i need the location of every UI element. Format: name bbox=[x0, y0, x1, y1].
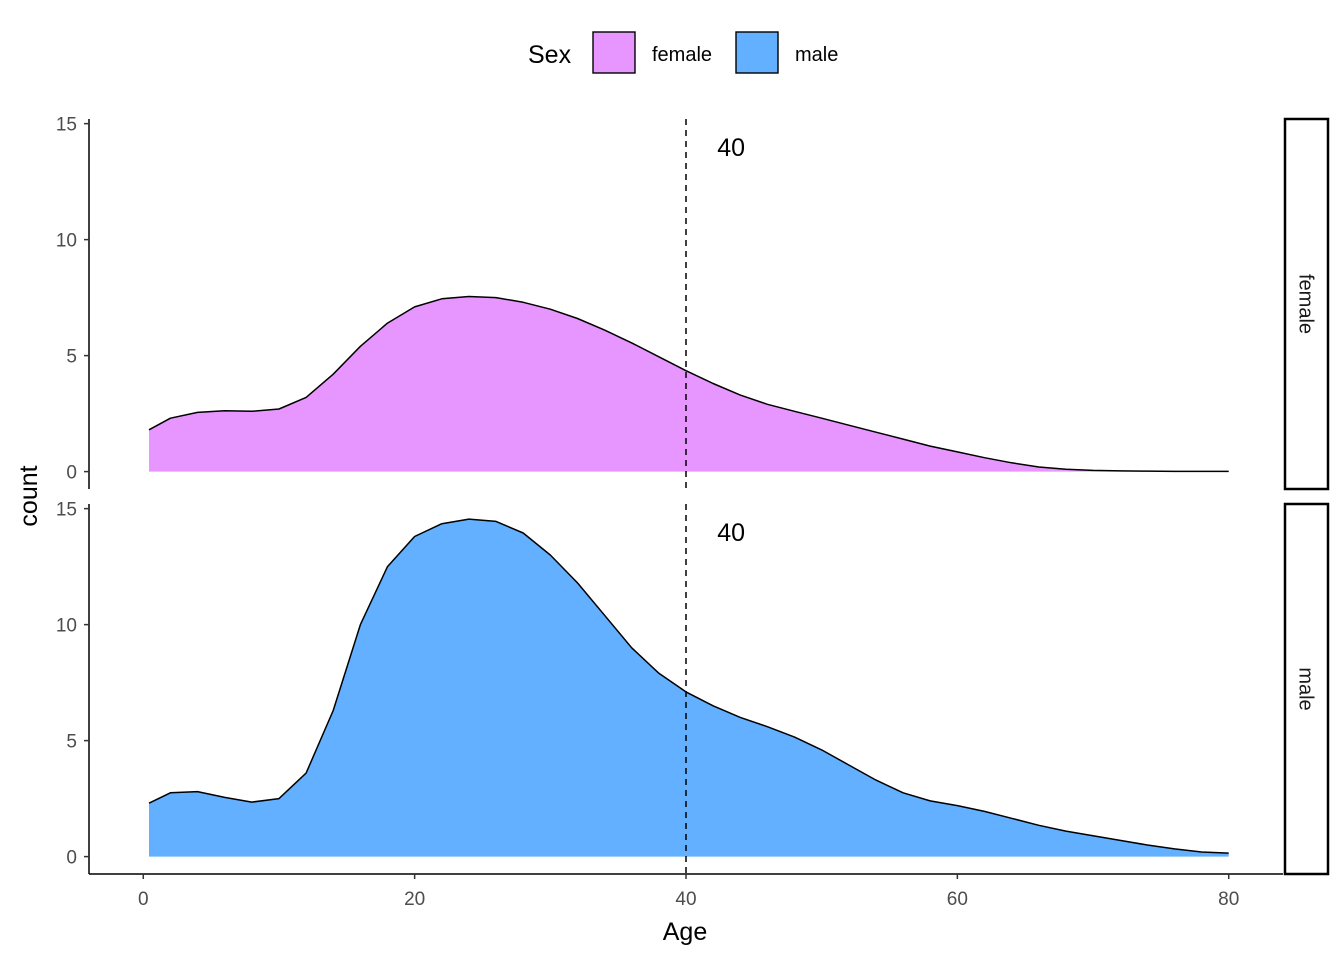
y-tick-label: 5 bbox=[66, 347, 77, 368]
density-outline-female bbox=[148, 295, 1229, 473]
x-tick-label: 60 bbox=[947, 889, 968, 910]
x-tick-label: 0 bbox=[138, 889, 149, 910]
y-tick-label: 5 bbox=[66, 732, 77, 753]
y-tick-label: 0 bbox=[66, 463, 77, 484]
panel-female: 40 0 5 10 15 female bbox=[56, 115, 1330, 491]
facet-strip-label: female bbox=[1295, 274, 1317, 334]
facet-strip-female bbox=[1283, 117, 1330, 491]
y-tick-label: 15 bbox=[56, 115, 77, 136]
annotation-label: 40 bbox=[717, 134, 745, 162]
panel-male: 40 0 5 10 15 male bbox=[56, 500, 1330, 876]
legend-key-male bbox=[735, 31, 779, 74]
x-axis: 0 20 40 60 80 bbox=[89, 873, 1283, 910]
legend: Sex female male bbox=[528, 31, 838, 74]
legend-key-female bbox=[592, 31, 636, 74]
legend-label-male: male bbox=[795, 44, 838, 66]
density-area-female bbox=[149, 296, 1229, 472]
y-tick-label: 10 bbox=[56, 231, 77, 252]
y-tick-label: 0 bbox=[66, 848, 77, 869]
y-tick-label: 15 bbox=[56, 500, 77, 521]
x-tick-label: 20 bbox=[404, 889, 425, 910]
legend-title: Sex bbox=[528, 41, 572, 69]
y-tick-label: 10 bbox=[56, 616, 77, 637]
annotation-label: 40 bbox=[717, 519, 745, 547]
density-area-male bbox=[149, 519, 1229, 857]
legend-label-female: female bbox=[652, 44, 712, 66]
x-tick-label: 40 bbox=[675, 889, 696, 910]
facet-strip-label: male bbox=[1295, 667, 1317, 710]
facet-strip-male bbox=[1283, 502, 1330, 876]
x-axis-title: Age bbox=[663, 918, 707, 946]
x-tick-label: 80 bbox=[1218, 889, 1239, 910]
y-axis-title: count bbox=[15, 465, 43, 526]
